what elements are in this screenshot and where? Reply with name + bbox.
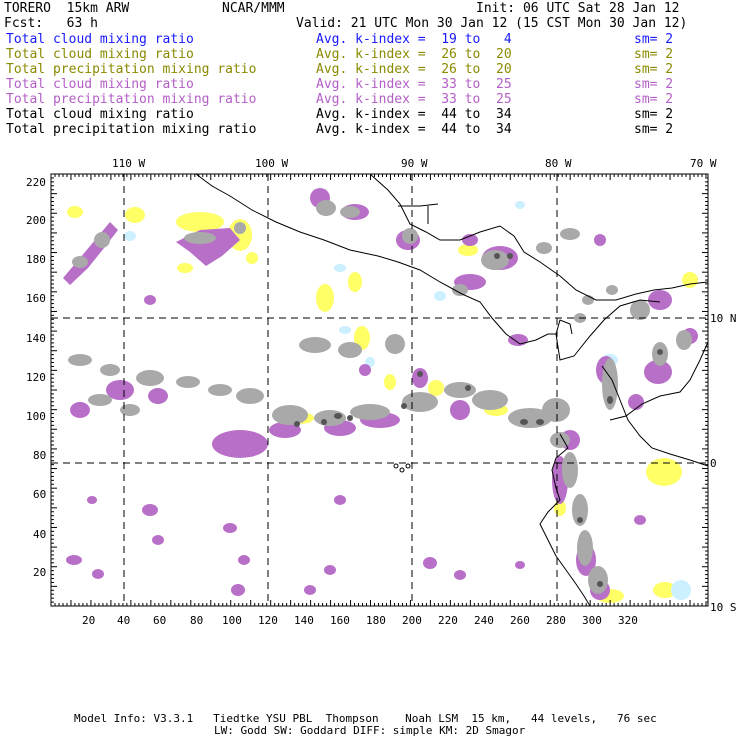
- intense-cloud-cores: [294, 253, 663, 587]
- legend-sm: sm= 2: [634, 92, 674, 107]
- legend-sm: sm= 2: [634, 122, 674, 137]
- y-tick: 220: [26, 176, 46, 189]
- lon-label: 90 W: [401, 157, 428, 170]
- legend-kindex: Avg. k-index = 44 to 34: [316, 122, 512, 137]
- legend-kindex: Avg. k-index = 19 to 4: [316, 32, 512, 47]
- y-tick: 180: [26, 253, 46, 266]
- coastlines: [195, 173, 709, 607]
- y-tick: 120: [26, 371, 46, 384]
- y-tick: 200: [26, 214, 46, 227]
- legend-name: Total cloud mixing ratio: [6, 77, 194, 92]
- lat-label: 10 S: [710, 601, 737, 614]
- x-tick: 40: [117, 614, 131, 627]
- axis-ticks: [51, 174, 708, 606]
- init-time: Init: 06 UTC Sat 28 Jan 12: [476, 1, 680, 16]
- physics-info: LW: Godd SW: Goddard DIFF: simple KM: 2D…: [214, 724, 526, 737]
- legend-kindex: Avg. k-index = 26 to 20: [316, 62, 512, 77]
- x-tick: 240: [474, 614, 494, 627]
- organization: NCAR/MMM: [222, 1, 285, 16]
- valid-time: Valid: 21 UTC Mon 30 Jan 12 (15 CST Mon …: [296, 16, 688, 31]
- model-info: Model Info: V3.3.1 Tiedtke YSU PBL Thomp…: [74, 712, 657, 725]
- x-tick: 80: [190, 614, 204, 627]
- legend-kindex: Avg. k-index = 33 to 25: [316, 77, 512, 92]
- legend-name: Total precipitation mixing ratio: [6, 62, 257, 77]
- y-tick: 40: [33, 528, 47, 541]
- y-tick: 160: [26, 292, 46, 305]
- x-tick: 20: [82, 614, 96, 627]
- y-tick: 20: [33, 566, 47, 579]
- legend-kindex: Avg. k-index = 44 to 34: [316, 107, 512, 122]
- x-tick: 60: [153, 614, 167, 627]
- x-tick: 220: [438, 614, 458, 627]
- lon-label: 80 W: [545, 157, 572, 170]
- lon-label: 70 W: [690, 157, 717, 170]
- legend-kindex: Avg. k-index = 26 to 20: [316, 47, 512, 62]
- legend-sm: sm= 2: [634, 62, 674, 77]
- forecast-hour: Fcst: 63 h: [4, 16, 98, 31]
- legend-name: Total precipitation mixing ratio: [6, 92, 257, 107]
- x-tick: 300: [582, 614, 602, 627]
- model-title: TORERO 15km ARW: [4, 1, 130, 16]
- x-tick: 320: [618, 614, 638, 627]
- y-tick: 140: [26, 332, 46, 345]
- x-tick: 100: [222, 614, 242, 627]
- legend-sm: sm= 2: [634, 107, 674, 122]
- y-tick: 60: [33, 488, 47, 501]
- legend-name: Total cloud mixing ratio: [6, 32, 194, 47]
- x-tick: 260: [510, 614, 530, 627]
- y-tick: 80: [33, 449, 47, 462]
- legend-sm: sm= 2: [634, 32, 674, 47]
- x-tick: 200: [402, 614, 422, 627]
- legend-name: Total precipitation mixing ratio: [6, 122, 257, 137]
- x-tick: 140: [294, 614, 314, 627]
- x-tick: 160: [330, 614, 350, 627]
- lat-label: 10 N: [710, 312, 737, 325]
- legend-name: Total cloud mixing ratio: [6, 107, 194, 122]
- x-tick: 120: [258, 614, 278, 627]
- legend-name: Total cloud mixing ratio: [6, 47, 194, 62]
- x-tick: 180: [366, 614, 386, 627]
- legend-sm: sm= 2: [634, 47, 674, 62]
- x-tick: 280: [546, 614, 566, 627]
- lon-label: 100 W: [255, 157, 289, 170]
- legend-kindex: Avg. k-index = 33 to 25: [316, 92, 512, 107]
- lat-lon-grid: [51, 174, 708, 606]
- lon-label: 110 W: [112, 157, 146, 170]
- legend-sm: sm= 2: [634, 77, 674, 92]
- lat-label: 0: [710, 457, 717, 470]
- y-tick: 100: [26, 410, 46, 423]
